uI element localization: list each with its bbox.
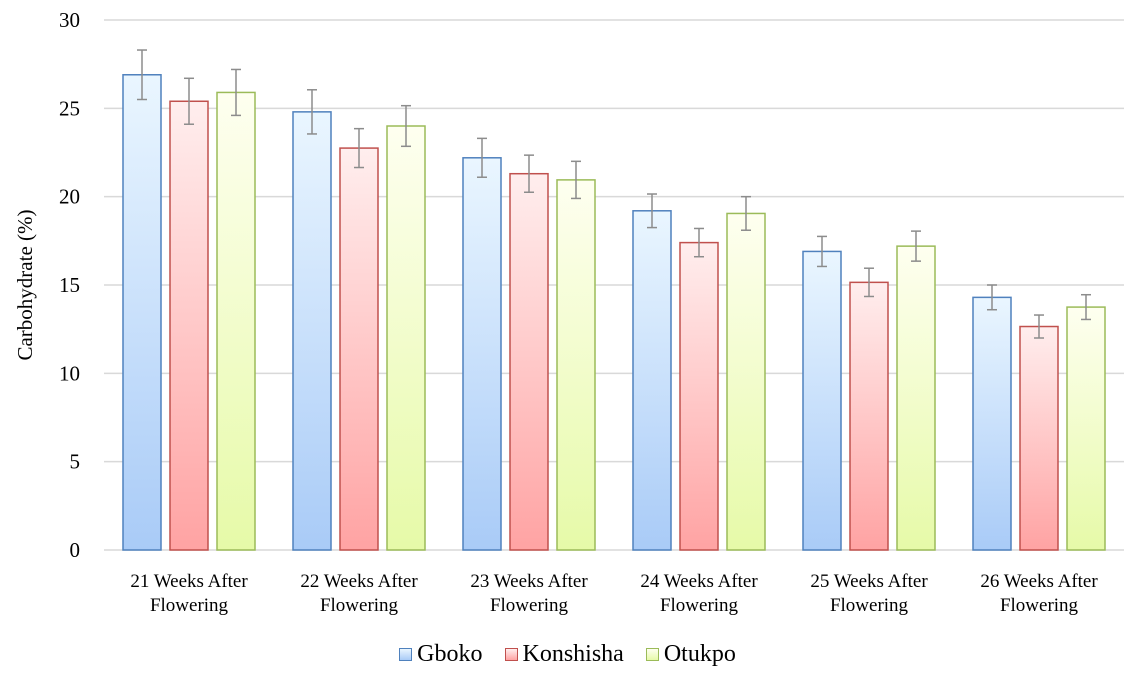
y-tick-label: 30 [59,8,80,32]
y-tick-label: 25 [59,96,80,120]
bar-konshisha [339,147,379,551]
error-bar [477,137,487,178]
x-category-label: 25 Weeks After Flowering [810,571,928,616]
bar-konshisha [679,241,719,551]
bar-gboko [632,210,672,551]
bar-otukpo [1066,306,1106,551]
legend: Gboko Konshisha Otukpo [0,641,1135,668]
x-category-label: 23 Weeks After Flowering [470,571,588,616]
legend-item-konshisha: Konshisha [504,641,624,668]
x-category-label: 26 Weeks After Flowering [980,571,1098,616]
error-bar [307,89,317,135]
error-bar [817,235,827,268]
bar-otukpo [216,91,256,551]
bars [122,74,1106,551]
error-bar [137,49,147,101]
bar-gboko [292,111,332,551]
legend-label: Konshisha [522,641,624,667]
error-bar [184,77,194,125]
bar-konshisha [509,172,549,551]
error-bar [354,127,364,169]
error-bar [1081,293,1091,321]
bar-gboko [122,74,162,551]
error-bar [647,193,657,229]
error-bar [694,227,704,258]
x-category-label: 22 Weeks After Flowering [300,571,418,616]
bar-otukpo [386,125,426,551]
y-tick-label: 0 [70,538,81,562]
gridlines [104,19,1124,551]
x-category-label: 24 Weeks After Flowering [640,571,758,616]
x-category-label: 21 Weeks After Flowering [130,571,248,616]
error-bar [571,160,581,200]
legend-label: Otukpo [663,641,736,667]
error-bar [864,267,874,298]
y-axis-ticks: 0 5 10 15 20 25 30 [59,8,80,562]
legend-swatch [645,648,659,661]
y-tick-label: 15 [59,273,80,297]
bar-konshisha [849,281,889,551]
error-bar [524,154,534,193]
legend-swatch [504,648,518,661]
bar-gboko [462,157,502,551]
error-bar [401,104,411,148]
legend-item-gboko: Gboko [399,641,483,668]
error-bar [911,230,921,262]
error-bar [987,284,997,311]
y-tick-label: 20 [59,185,80,209]
bar-konshisha [169,100,209,551]
y-axis-label: Carbohydrate (%) [13,209,37,360]
error-bar [741,195,751,231]
legend-swatch [399,648,413,661]
error-bar [1034,314,1044,339]
bar-gboko [802,250,842,551]
bar-konshisha [1019,325,1059,551]
legend-item-otukpo: Otukpo [645,641,736,668]
bar-chart: 0 5 10 15 20 25 30 Carbohydrate (%) 21 Weeks A… [13,8,1124,616]
x-axis-category-labels: 21 Weeks After Flowering 22 Weeks After Flo… [130,571,1098,616]
bar-otukpo [556,179,596,551]
error-bars [137,49,1091,339]
y-tick-label: 10 [59,361,80,385]
y-tick-label: 5 [70,450,81,474]
bar-otukpo [896,245,936,551]
error-bar [231,68,241,117]
bar-otukpo [726,212,766,551]
legend-label: Gboko [417,641,483,667]
bar-gboko [972,296,1012,551]
